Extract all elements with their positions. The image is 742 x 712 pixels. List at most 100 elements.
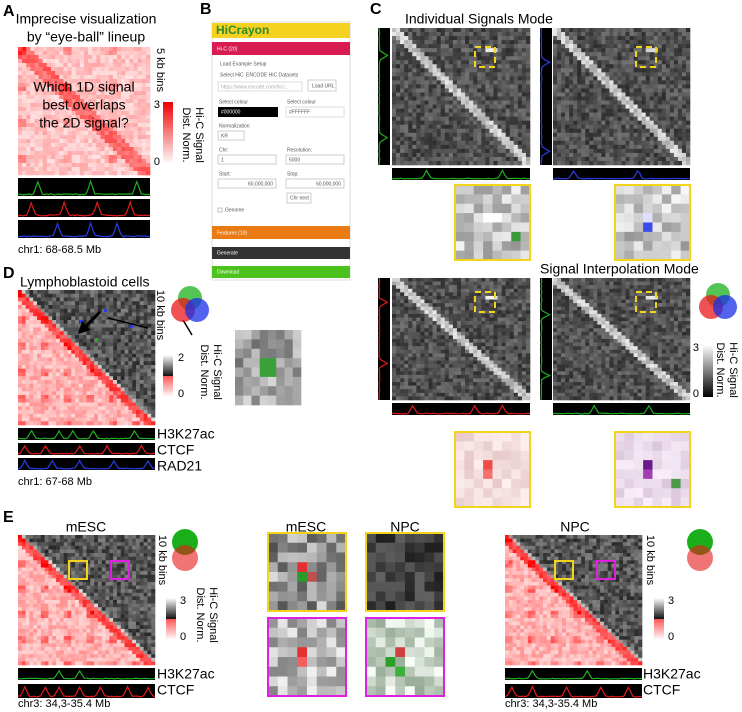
heatmap-cell [601,317,606,322]
heatmap-cell [613,140,618,146]
heatmap-cell [440,148,446,154]
heatmap-cell [440,152,446,158]
heatmap-cell [649,84,655,89]
heatmap-cell [513,328,519,333]
heatmap-cell [412,346,417,351]
input[interactable] [285,178,345,189]
heatmap-cell [465,339,470,343]
heatmap-cell [653,313,659,318]
heatmap-cell [117,139,122,144]
heatmap-cell [505,310,511,315]
heatmap-cell [440,288,446,293]
heatmap-cell [129,75,134,80]
heatmap-cell [489,136,494,142]
button[interactable]: ENCODE HiC Datasets [246,72,299,78]
heatmap-cell [493,374,498,379]
heatmap-cell [625,152,630,158]
heatmap-cell [420,278,425,282]
heatmap-cell [681,295,687,300]
input[interactable] [217,81,303,92]
heatmap-cell [104,163,110,168]
input[interactable] [217,178,277,189]
heatmap-cell [525,108,531,113]
heatmap-cell [133,167,138,172]
heatmap-cell [424,104,429,109]
heatmap-cell [22,79,27,84]
heatmap-cell [509,353,515,358]
button[interactable]: Load Example Setup [220,61,267,67]
heatmap-cell [465,328,470,333]
heatmap-cell [485,76,490,81]
button[interactable] [212,247,350,259]
heatmap-cell [129,51,134,56]
heatmap-cell [557,128,562,134]
heatmap-cell [46,99,52,104]
heatmap-cell [137,55,143,60]
heatmap-cell [481,140,486,146]
heatmap-cell [456,48,462,53]
heatmap-cell [469,156,474,162]
colour-input[interactable] [285,106,345,118]
button[interactable]: Select HiC [220,72,244,78]
heatmap-cell [601,104,606,109]
heatmap-cell [617,80,622,85]
tab[interactable] [212,42,350,55]
colour-input[interactable] [218,107,278,117]
heatmap-cell [501,56,506,61]
heatmap-cell [517,120,523,126]
heatmap-cell [509,339,515,343]
heatmap-cell [605,152,610,158]
heatmap-cell [141,79,147,84]
heatmap-cell [525,56,531,61]
heatmap-cell [589,28,594,33]
heatmap-cell [593,160,598,166]
heatmap-cell [569,132,574,138]
tab[interactable] [212,226,350,239]
heatmap-cell [593,56,598,61]
heatmap-cell [629,299,634,304]
heatmap-cell [593,303,598,308]
dropdown[interactable] [217,130,245,141]
heatmap-cell [637,278,642,282]
heatmap-cell [481,76,486,81]
heatmap-cell [489,303,494,308]
heatmap-cell [392,292,397,297]
heatmap-cell [609,64,614,69]
button[interactable] [212,266,350,278]
heatmap-cell [493,281,498,286]
heatmap-cell [681,292,687,297]
heatmap-cell [92,99,97,104]
button[interactable] [286,192,312,204]
button[interactable] [307,79,337,92]
heatmap-cell [669,281,675,286]
heatmap-cell [561,60,566,65]
heatmap-cell [22,55,27,60]
heatmap-cell [121,123,126,128]
heatmap-cell [420,136,425,142]
heatmap-cell [432,160,437,166]
dropdown[interactable] [285,154,345,165]
heatmap-cell [96,55,101,60]
heatmap-cell [400,353,405,358]
heatmap-cell [565,48,570,53]
heatmap-cell [505,48,511,53]
heatmap-cell [469,382,474,386]
heatmap-cell [432,321,437,325]
heatmap-cell [75,51,81,56]
heatmap-cell [461,285,466,290]
dropdown[interactable] [217,154,277,165]
heatmap-cell [121,163,126,168]
heatmap-cell [561,92,566,97]
heatmap-cell [30,59,35,64]
heatmap-cell [581,144,586,150]
checkbox[interactable] [217,207,223,213]
heatmap-cell [645,40,651,45]
heatmap-cell [489,317,494,322]
field-label: Start: [219,171,231,177]
heatmap-cell [96,99,101,104]
heatmap-cell [509,303,515,308]
heatmap-cell [100,115,105,120]
heatmap-cell [469,36,474,41]
heatmap-cell [461,292,466,297]
heatmap-cell [617,100,622,105]
